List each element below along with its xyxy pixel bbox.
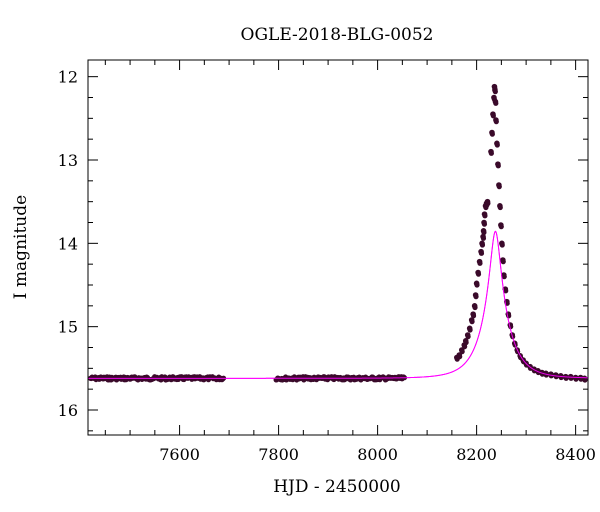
data-point [482, 213, 488, 219]
data-point [488, 150, 494, 156]
y-tick-label: 14 [58, 234, 78, 253]
data-point [481, 221, 488, 227]
data-point [497, 204, 503, 211]
data-point [472, 304, 478, 311]
data-point [495, 163, 501, 169]
data-point [467, 327, 473, 333]
data-point [499, 242, 505, 248]
data-point [463, 339, 469, 346]
data-point [465, 334, 471, 340]
data-point [462, 344, 468, 350]
observation-points [88, 83, 588, 383]
data-point [474, 282, 480, 288]
data-point [477, 260, 483, 266]
data-point [558, 374, 564, 381]
data-point [470, 313, 477, 319]
data-point [500, 259, 506, 265]
data-point [481, 229, 487, 236]
data-point [493, 100, 499, 106]
y-tick-labels: 12 13 14 15 16 [58, 68, 78, 420]
data-point [480, 235, 487, 241]
data-point [494, 142, 500, 148]
data-point [478, 250, 485, 256]
data-point [492, 89, 498, 95]
data-point [469, 319, 475, 325]
y-tick-label: 15 [58, 318, 78, 337]
data-point [457, 354, 463, 360]
data-point [498, 224, 504, 230]
y-tick-label: 16 [58, 401, 78, 420]
data-point [503, 288, 509, 294]
y-axis-label: I magnitude [11, 195, 31, 299]
x-tick-labels: 7600 7800 8000 8200 8400 [159, 445, 596, 464]
model-curve-layer [88, 230, 588, 379]
x-tick-label: 7800 [258, 445, 299, 464]
data-point [475, 271, 482, 277]
data-point [501, 274, 507, 280]
data-point [493, 119, 499, 125]
data-point [490, 113, 496, 119]
data-point [489, 131, 495, 137]
axis-ticks [88, 60, 588, 435]
data-point [485, 200, 491, 206]
x-tick-label: 8400 [555, 445, 596, 464]
plot-frame [87, 59, 589, 436]
data-point [568, 375, 574, 381]
x-tick-label: 8200 [456, 445, 497, 464]
x-tick-label: 7600 [159, 445, 200, 464]
data-point [582, 377, 588, 383]
data-point [479, 242, 486, 248]
y-tick-label: 12 [58, 68, 78, 87]
data-point [496, 184, 502, 190]
chart-title: OGLE-2018-BLG-0052 [241, 25, 434, 45]
data-point [459, 349, 465, 355]
x-tick-label: 8000 [357, 445, 398, 464]
model-curve-overlay [88, 230, 588, 379]
y-tick-label: 13 [58, 151, 78, 170]
model-curve [88, 230, 588, 379]
x-axis-label: HJD - 2450000 [273, 477, 401, 497]
data-point [473, 294, 479, 300]
